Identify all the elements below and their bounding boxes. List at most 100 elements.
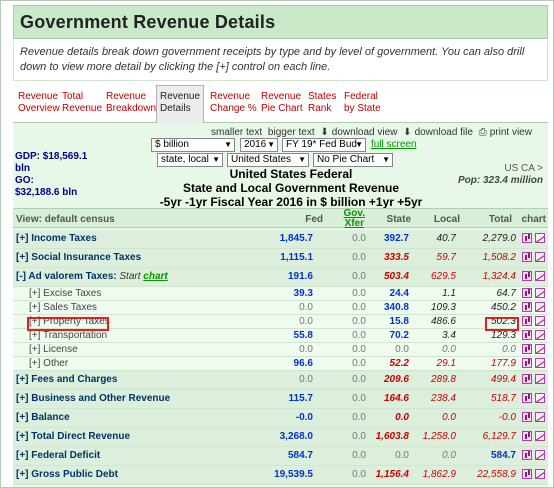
row-label[interactable]: [+] License: [29, 344, 78, 355]
us-ca-link[interactable]: US CA >: [504, 163, 543, 174]
gdp-unit: bln: [15, 163, 30, 174]
line-chart-icon[interactable]: [535, 233, 545, 243]
row-label[interactable]: [+] Property Taxes: [29, 316, 110, 327]
start-chart-link[interactable]: chart: [143, 271, 168, 282]
state-value: 503.4: [383, 271, 409, 282]
table-row[interactable]: [+] Total Direct Revenue 3,268.0 0.0 1,6…: [13, 428, 548, 447]
table-row[interactable]: [+] Balance -0.0 0.0 0.0 0.0 -0.0: [13, 409, 548, 428]
line-chart-icon[interactable]: [535, 374, 545, 384]
bar-chart-icon[interactable]: [522, 358, 532, 368]
line-chart-icon[interactable]: [535, 393, 545, 403]
bar-chart-icon[interactable]: [522, 344, 532, 354]
full-screen-link[interactable]: full screen: [371, 139, 417, 150]
tab-label: Revenue: [62, 103, 103, 114]
table-row[interactable]: [+] Excise Taxes 39.3 0.0 24.4 1.1 64.7: [13, 287, 548, 301]
bar-chart-icon[interactable]: [522, 252, 532, 262]
bigger-text-link[interactable]: bigger text: [267, 127, 315, 138]
line-chart-icon[interactable]: [535, 469, 545, 479]
row-label[interactable]: [+] Total Direct Revenue: [16, 431, 131, 442]
level-select[interactable]: state, local ▼: [157, 153, 223, 167]
chevron-down-icon: ▼: [267, 140, 275, 149]
smaller-text-link[interactable]: smaller text: [211, 127, 263, 138]
gdp-info: GDP: $18,569.1 bln GO: $32,188.6 bln: [15, 151, 87, 199]
local-value: 486.6: [430, 316, 456, 327]
tab-revenue-breakdown[interactable]: Revenue Breakdown: [106, 91, 156, 115]
line-chart-icon[interactable]: [535, 302, 545, 312]
budget-select[interactable]: FY 19* Fed Bud ▼: [282, 138, 366, 152]
tab-revenue-details[interactable]: Revenue Details: [156, 85, 205, 124]
state-value: 70.2: [389, 330, 409, 341]
table-row[interactable]: [+] Fees and Charges 0.0 0.0 209.6 289.8…: [13, 371, 548, 390]
line-chart-icon[interactable]: [535, 431, 545, 441]
select-value: No Pie Chart: [317, 154, 375, 165]
row-label[interactable]: [+] Income Taxes: [16, 233, 97, 244]
tab-total-revenue[interactable]: Total Revenue: [62, 91, 102, 115]
line-chart-icon[interactable]: [535, 344, 545, 354]
tab-federal-by-state[interactable]: Federal by State: [344, 91, 381, 115]
bar-chart-icon[interactable]: [522, 393, 532, 403]
row-label[interactable]: [+] Other: [29, 358, 69, 369]
unit-select[interactable]: $ billion ▼: [151, 138, 235, 152]
line-chart-icon[interactable]: [535, 288, 545, 298]
line-chart-icon[interactable]: [535, 450, 545, 460]
table-row[interactable]: [+] Property Taxes 0.0 0.0 15.8 486.6 50…: [13, 315, 548, 329]
bar-chart-icon[interactable]: [522, 450, 532, 460]
bar-chart-icon[interactable]: [522, 469, 532, 479]
line-chart-icon[interactable]: [535, 412, 545, 422]
row-label[interactable]: [+] Transportation: [29, 330, 108, 341]
download-view-link[interactable]: download view: [331, 127, 398, 138]
fed-value: 0.0: [299, 374, 313, 385]
table-row[interactable]: [+] Transportation 55.8 0.0 70.2 3.4 129…: [13, 329, 548, 343]
bar-chart-icon[interactable]: [522, 233, 532, 243]
bar-chart-icon[interactable]: [522, 271, 532, 281]
line-chart-icon[interactable]: [535, 358, 545, 368]
table-row[interactable]: [+] Other 96.6 0.0 52.2 29.1 177.9: [13, 357, 548, 371]
row-label[interactable]: [+] Balance: [16, 412, 70, 423]
tab-revenue-overview[interactable]: Revenue Overview: [18, 91, 60, 115]
line-chart-icon[interactable]: [535, 330, 545, 340]
local-value: 1,258.0: [422, 431, 456, 442]
print-view-link[interactable]: print view: [489, 127, 532, 138]
table-row[interactable]: [+] License 0.0 0.0 0.0 0.0 0.0: [13, 343, 548, 357]
bar-chart-icon[interactable]: [522, 316, 532, 326]
bar-chart-icon[interactable]: [522, 330, 532, 340]
state-value: 52.2: [389, 358, 409, 369]
bar-chart-icon[interactable]: [522, 302, 532, 312]
line-chart-icon[interactable]: [535, 271, 545, 281]
row-label[interactable]: [+] Social Insurance Taxes: [16, 252, 142, 263]
bar-chart-icon[interactable]: [522, 431, 532, 441]
line-chart-icon[interactable]: [535, 316, 545, 326]
table-row[interactable]: [+] Business and Other Revenue 115.7 0.0…: [13, 390, 548, 409]
tab-revenue-change[interactable]: Revenue Change %: [210, 91, 257, 115]
col-gov-xfer[interactable]: Gov. Xfer: [344, 209, 365, 229]
bar-chart-icon[interactable]: [522, 374, 532, 384]
row-label[interactable]: [+] Sales Taxes: [29, 302, 97, 313]
row-label[interactable]: [+] Business and Other Revenue: [16, 393, 171, 404]
bar-chart-icon[interactable]: [522, 288, 532, 298]
view-label: View: default census: [16, 214, 115, 225]
table-row[interactable]: [+] Gross Public Debt 19,539.5 0.0 1,156…: [13, 466, 548, 485]
row-label[interactable]: [-] Ad valorem Taxes: Start chart: [16, 271, 168, 282]
table-row[interactable]: [+] Sales Taxes 0.0 0.0 340.8 109.3 450.…: [13, 301, 548, 315]
year-select[interactable]: 2016 ▼: [240, 138, 278, 152]
col-state: State: [386, 214, 411, 225]
row-label[interactable]: [+] Federal Deficit: [16, 450, 101, 461]
row-label[interactable]: [+] Fees and Charges: [16, 374, 118, 385]
pie-chart-select[interactable]: No Pie Chart ▼: [313, 153, 393, 167]
table-row[interactable]: [+] Social Insurance Taxes 1,115.1 0.0 3…: [13, 249, 548, 268]
row-label[interactable]: [+] Gross Public Debt: [16, 469, 118, 480]
year-navigation[interactable]: -5yr -1yr Fiscal Year 2016 in $ billion …: [159, 195, 423, 209]
fed-value: 96.6: [293, 358, 313, 369]
tab-states-rank[interactable]: States Rank: [308, 91, 336, 115]
table-row[interactable]: [+] Federal Deficit 584.7 0.0 0.0 0.0 58…: [13, 447, 548, 466]
chevron-down-icon: ▼: [212, 155, 220, 164]
region-select[interactable]: United States ▼: [227, 153, 309, 167]
row-label[interactable]: [+] Excise Taxes: [29, 288, 102, 299]
table-row[interactable]: [+] Income Taxes 1,845.7 0.0 392.7 40.7 …: [13, 230, 548, 249]
tab-revenue-pie-chart[interactable]: Revenue Pie Chart: [261, 91, 303, 115]
intro-text: Revenue details break down government re…: [13, 41, 548, 81]
download-file-link[interactable]: download file: [414, 127, 473, 138]
line-chart-icon[interactable]: [535, 252, 545, 262]
bar-chart-icon[interactable]: [522, 412, 532, 422]
table-row[interactable]: [-] Ad valorem Taxes: Start chart 191.6 …: [13, 268, 548, 287]
